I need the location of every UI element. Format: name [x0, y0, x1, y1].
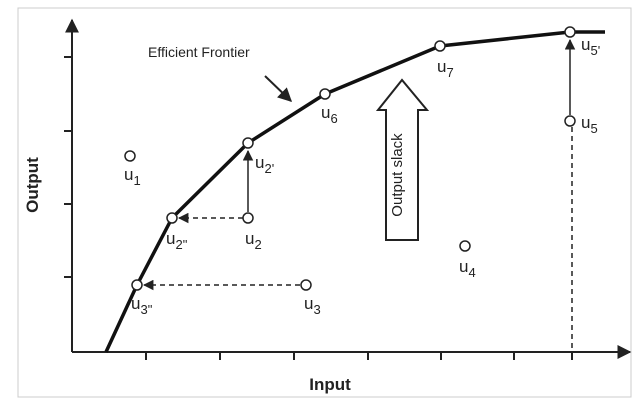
point-subscript: 4	[468, 265, 475, 280]
point-subscript: 7	[446, 65, 453, 80]
projections	[142, 38, 576, 352]
point-name: u	[131, 294, 140, 313]
point	[242, 212, 254, 224]
point	[564, 115, 576, 127]
point-name: u	[304, 294, 313, 313]
y-axis-label: Output	[23, 157, 42, 213]
point	[434, 40, 446, 52]
point	[564, 26, 576, 38]
point-label: u1	[124, 165, 141, 188]
point-label: u4	[459, 257, 476, 280]
slack-label: Output slack	[389, 133, 406, 217]
point-subscript: 6	[330, 111, 337, 126]
point-label: u6	[321, 103, 338, 126]
point-name: u	[581, 35, 590, 54]
frontier	[104, 30, 605, 353]
point-name: u	[437, 57, 446, 76]
point	[166, 212, 178, 224]
point	[459, 240, 471, 252]
point-subscript: 5'	[590, 43, 600, 58]
point-name: u	[459, 257, 468, 276]
frontier-label: Efficient Frontier	[148, 44, 250, 60]
point-label: u2	[245, 229, 262, 252]
point-name: u	[321, 103, 330, 122]
point	[131, 279, 143, 291]
point	[300, 279, 312, 291]
x-axis-label: Input	[309, 375, 351, 394]
point-label: u5'	[581, 35, 600, 58]
point-name: u	[166, 229, 175, 248]
point-label: u5	[581, 113, 598, 136]
point-subscript: 3"	[140, 302, 152, 317]
point-subscript: 2"	[175, 237, 187, 252]
point-subscript: 5	[590, 121, 597, 136]
point-subscript: 2	[254, 237, 261, 252]
point	[242, 137, 254, 149]
pointer	[264, 75, 293, 102]
slack-arrow	[375, 78, 430, 241]
point-subscript: 2'	[264, 161, 274, 176]
point-name: u	[255, 153, 264, 172]
point-name: u	[245, 229, 254, 248]
point-name: u	[581, 113, 590, 132]
axes	[64, 18, 632, 360]
point-label: u3	[304, 294, 321, 317]
point-label: u7	[437, 57, 454, 80]
frame	[17, 7, 632, 398]
point	[319, 88, 331, 100]
point-subscript: 1	[133, 173, 140, 188]
point-label: u3"	[131, 294, 153, 317]
point-label: u2'	[255, 153, 274, 176]
point-subscript: 3	[313, 302, 320, 317]
point-name: u	[124, 165, 133, 184]
point	[124, 150, 136, 162]
point-label: u2"	[166, 229, 188, 252]
